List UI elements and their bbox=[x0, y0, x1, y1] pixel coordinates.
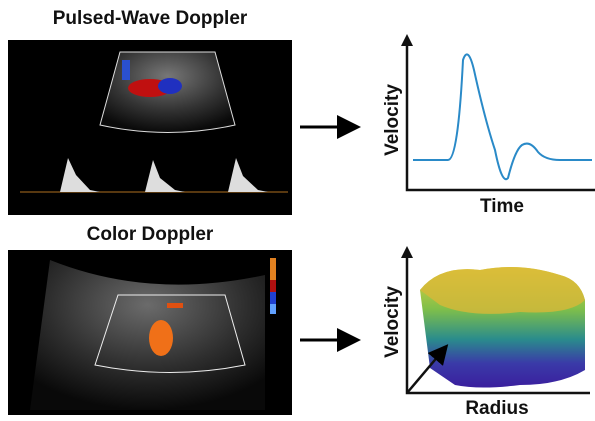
x-axis-label: Time bbox=[480, 196, 524, 217]
color-ultrasound-image bbox=[8, 250, 292, 415]
panel-title: Pulsed-Wave Doppler bbox=[53, 8, 248, 29]
panel-title: Color Doppler bbox=[87, 224, 214, 245]
figure: Pulsed-Wave Doppler Velocity Time Color … bbox=[0, 0, 595, 421]
y-axis-label: Velocity bbox=[382, 286, 403, 358]
pw-ultrasound-image bbox=[8, 40, 292, 215]
y-axis-label: Velocity bbox=[382, 84, 403, 156]
x-axis-label: Radius bbox=[465, 398, 528, 419]
velocity-radius-plot: Velocity Radius bbox=[382, 246, 590, 419]
velocity-time-plot: Velocity Time bbox=[382, 34, 595, 217]
